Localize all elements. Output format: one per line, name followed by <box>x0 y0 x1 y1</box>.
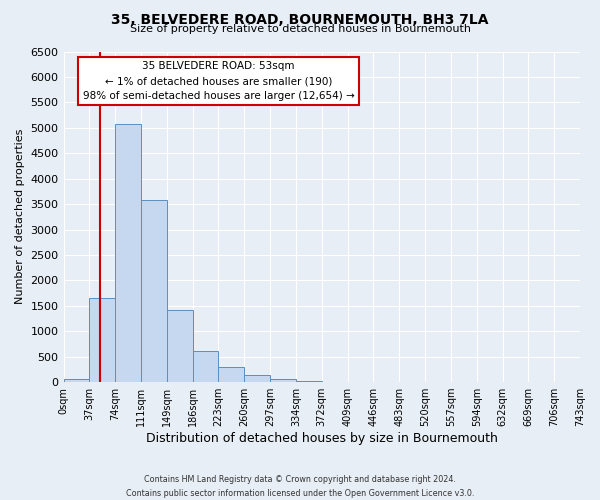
Bar <box>141 200 167 382</box>
Bar <box>167 310 193 382</box>
Text: 35 BELVEDERE ROAD: 53sqm
← 1% of detached houses are smaller (190)
98% of semi-d: 35 BELVEDERE ROAD: 53sqm ← 1% of detache… <box>83 62 355 101</box>
Text: Size of property relative to detached houses in Bournemouth: Size of property relative to detached ho… <box>130 24 470 34</box>
Bar <box>270 379 296 382</box>
Bar <box>115 124 141 382</box>
X-axis label: Distribution of detached houses by size in Bournemouth: Distribution of detached houses by size … <box>146 432 498 445</box>
Y-axis label: Number of detached properties: Number of detached properties <box>15 129 25 304</box>
Bar <box>218 367 244 382</box>
Text: 35, BELVEDERE ROAD, BOURNEMOUTH, BH3 7LA: 35, BELVEDERE ROAD, BOURNEMOUTH, BH3 7LA <box>111 12 489 26</box>
Text: Contains HM Land Registry data © Crown copyright and database right 2024.
Contai: Contains HM Land Registry data © Crown c… <box>126 476 474 498</box>
Bar <box>244 374 270 382</box>
Bar <box>193 350 218 382</box>
Bar <box>296 381 322 382</box>
Bar <box>64 379 89 382</box>
Bar <box>89 298 115 382</box>
